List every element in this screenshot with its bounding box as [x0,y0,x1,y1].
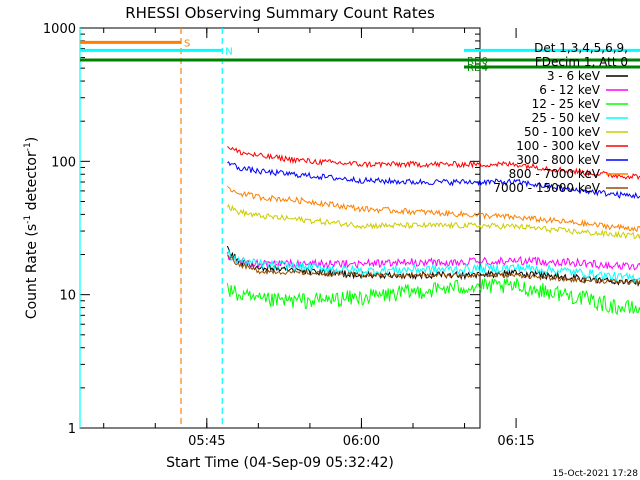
legend-label: 100 - 300 keV [516,139,600,153]
y-axis-label-main: Count Rate (s [24,224,40,319]
series-line [227,255,640,286]
series-line [226,252,640,271]
x-tick-label: 05:45 [188,434,225,449]
plot-frame [79,27,481,429]
legend: Det 1,3,4,5,6,9, FDecim 1, Att 0 3 - 6 k… [493,41,628,195]
legend-label: 3 - 6 keV [547,69,601,83]
x-tick-label: 06:00 [343,434,380,449]
legend-header-line-2: FDecim 1, Att 0 [535,55,628,69]
date-stamp: 15-Oct-2021 17:28 [553,469,639,479]
legend-label: 300 - 800 keV [516,153,600,167]
series-lines [226,146,640,316]
legend-label: 6 - 12 keV [539,83,601,97]
legend-label: 25 - 50 keV [532,111,601,125]
vertical-markers [79,28,223,428]
x-tick-label: 06:15 [497,434,534,449]
series-line [226,277,640,316]
y-axis-label: Count Rate (s-1 detector-1) [23,137,40,319]
legend-header-line-1: Det 1,3,4,5,6,9, [534,41,628,55]
y-axis-label-sup2: -1 [23,142,33,151]
y-tick-label: 1 [68,422,76,437]
series-line [227,185,640,233]
series-line [226,203,640,240]
legend-label: 7000 - 15000 keV [493,181,600,195]
legend-label: 800 - 7000 keV [509,167,601,181]
y-axis: 1 10 100 1000 [43,22,480,437]
flag-label: N [225,46,232,57]
x-axis-label: Start Time (04-Sep-09 05:32:42) [166,455,394,471]
series-line [226,249,640,284]
chart-title: RHESSI Observing Summary Count Rates [125,4,435,22]
legend-label: 50 - 100 keV [524,125,601,139]
series-line [227,146,640,181]
y-tick-label: 100 [51,155,76,170]
series-line [227,161,640,200]
y-axis-label-mid: detector [24,151,40,215]
flag-bars: SNRD0RD4 [80,38,640,74]
flag-label: S [184,38,190,49]
y-axis-label-sup1: -1 [23,215,33,224]
legend-label: 12 - 25 keV [532,97,601,111]
y-tick-label: 10 [59,289,76,304]
flag-label: RD4 [467,63,488,74]
y-tick-label: 1000 [43,22,76,37]
y-axis-label-end: ) [24,137,40,142]
